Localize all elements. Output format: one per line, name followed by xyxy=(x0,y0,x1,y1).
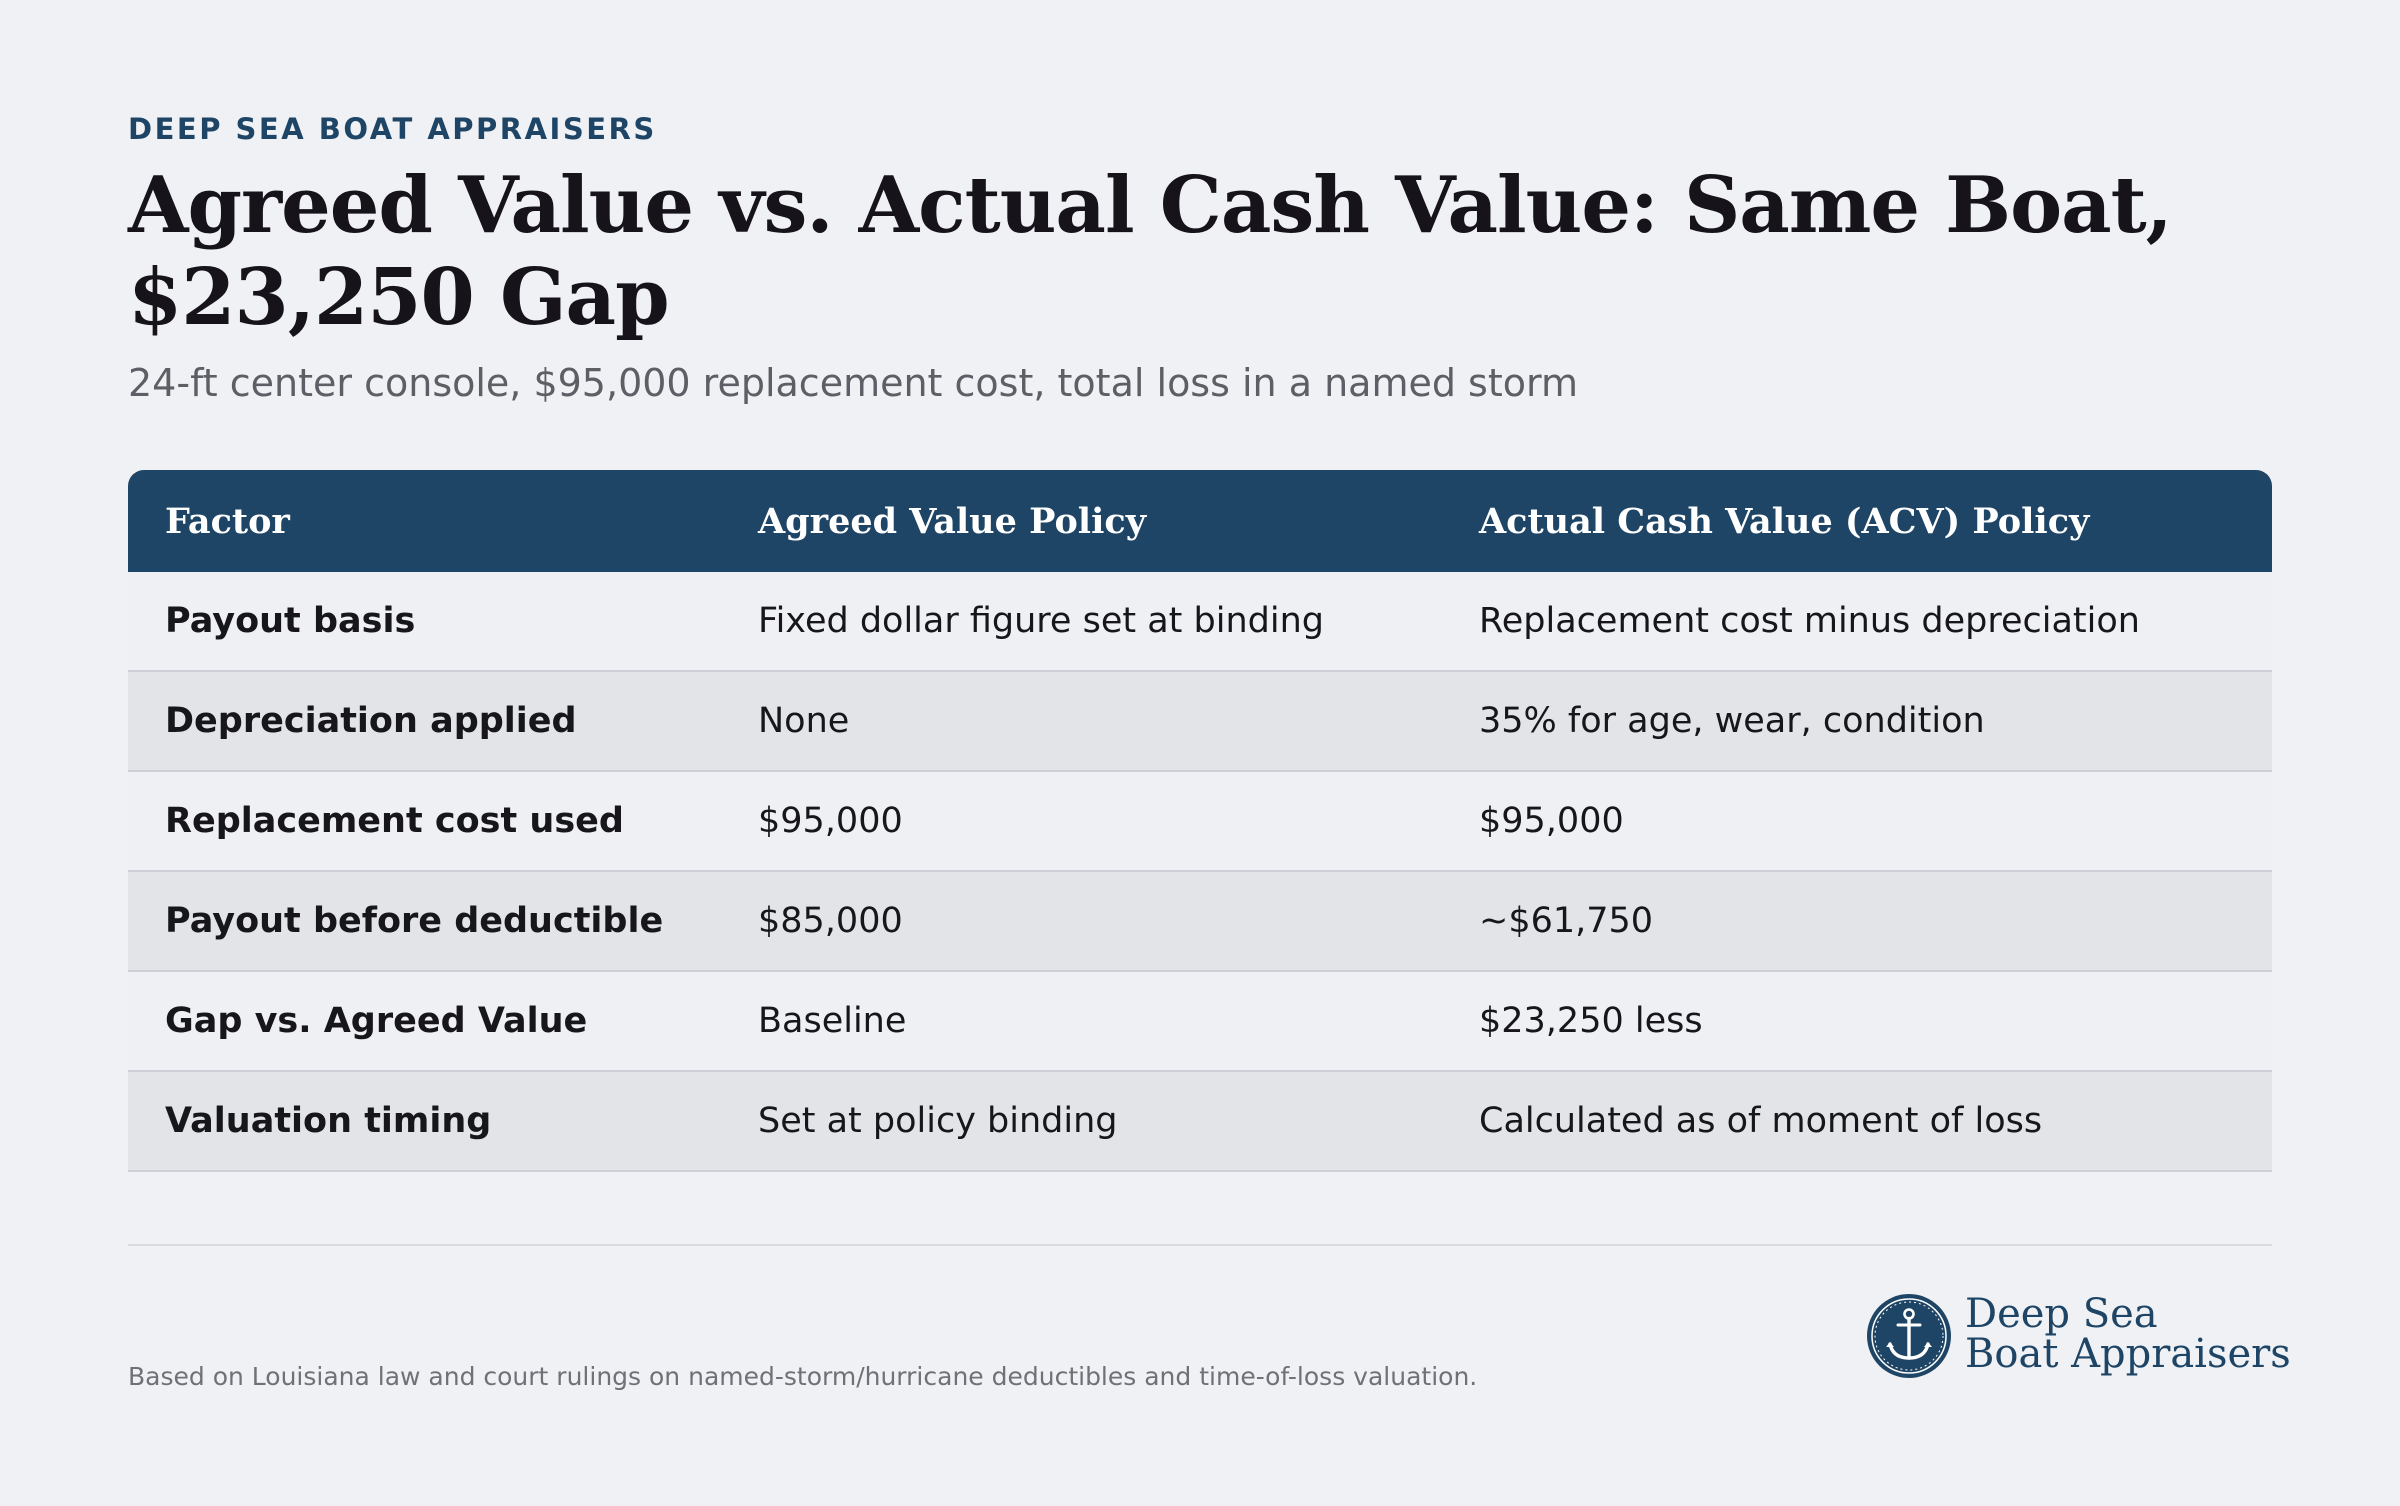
table-body: Payout basis Fixed dollar figure set at … xyxy=(128,572,2272,1172)
acv-cell: 35% for age, wear, condition xyxy=(1442,672,2272,772)
factor-cell: Payout before deductible xyxy=(128,872,721,972)
agreed-value-cell: None xyxy=(721,672,1442,772)
footer-divider xyxy=(128,1244,2272,1246)
table-row: Payout before deductible $85,000 ~$61,75… xyxy=(128,872,2272,972)
factor-cell: Payout basis xyxy=(128,572,721,672)
acv-cell: $23,250 less xyxy=(1442,972,2272,1072)
factor-cell: Gap vs. Agreed Value xyxy=(128,972,721,1072)
agreed-value-cell: $95,000 xyxy=(721,772,1442,872)
table-row: Valuation timing Set at policy binding C… xyxy=(128,1072,2272,1172)
agreed-value-cell: Baseline xyxy=(721,972,1442,1072)
acv-cell: Replacement cost minus depreciation xyxy=(1442,572,2272,672)
page-subtitle: 24-ft center console, $95,000 replacemen… xyxy=(128,361,1578,405)
table-row: Replacement cost used $95,000 $95,000 xyxy=(128,772,2272,872)
anchor-icon xyxy=(1865,1292,1953,1380)
brand-logo: Deep Sea Boat Appraisers xyxy=(1865,1290,2275,1382)
header-row: Factor Agreed Value Policy Actual Cash V… xyxy=(128,470,2272,572)
column-header-acv: Actual Cash Value (ACV) Policy xyxy=(1442,470,2272,572)
logo-text-line-2: Boat Appraisers xyxy=(1965,1332,2291,1376)
agreed-value-cell: $85,000 xyxy=(721,872,1442,972)
column-header-agreed-value: Agreed Value Policy xyxy=(721,470,1442,572)
factor-cell: Depreciation applied xyxy=(128,672,721,772)
table-header: Factor Agreed Value Policy Actual Cash V… xyxy=(128,470,2272,572)
comparison-table: Factor Agreed Value Policy Actual Cash V… xyxy=(128,470,2272,1172)
acv-cell: ~$61,750 xyxy=(1442,872,2272,972)
table-row: Depreciation applied None 35% for age, w… xyxy=(128,672,2272,772)
factor-cell: Valuation timing xyxy=(128,1072,721,1172)
source-footnote: Based on Louisiana law and court rulings… xyxy=(128,1362,1477,1391)
page-title: Agreed Value vs. Actual Cash Value: Same… xyxy=(128,160,2272,344)
brand-eyebrow: DEEP SEA BOAT APPRAISERS xyxy=(128,112,657,146)
table-row: Gap vs. Agreed Value Baseline $23,250 le… xyxy=(128,972,2272,1072)
agreed-value-cell: Set at policy binding xyxy=(721,1072,1442,1172)
column-header-factor: Factor xyxy=(128,470,721,572)
logo-text-line-1: Deep Sea xyxy=(1965,1292,2158,1336)
factor-cell: Replacement cost used xyxy=(128,772,721,872)
agreed-value-cell: Fixed dollar figure set at binding xyxy=(721,572,1442,672)
table-row: Payout basis Fixed dollar figure set at … xyxy=(128,572,2272,672)
acv-cell: Calculated as of moment of loss xyxy=(1442,1072,2272,1172)
infographic: DEEP SEA BOAT APPRAISERS Agreed Value vs… xyxy=(128,0,2272,1506)
acv-cell: $95,000 xyxy=(1442,772,2272,872)
